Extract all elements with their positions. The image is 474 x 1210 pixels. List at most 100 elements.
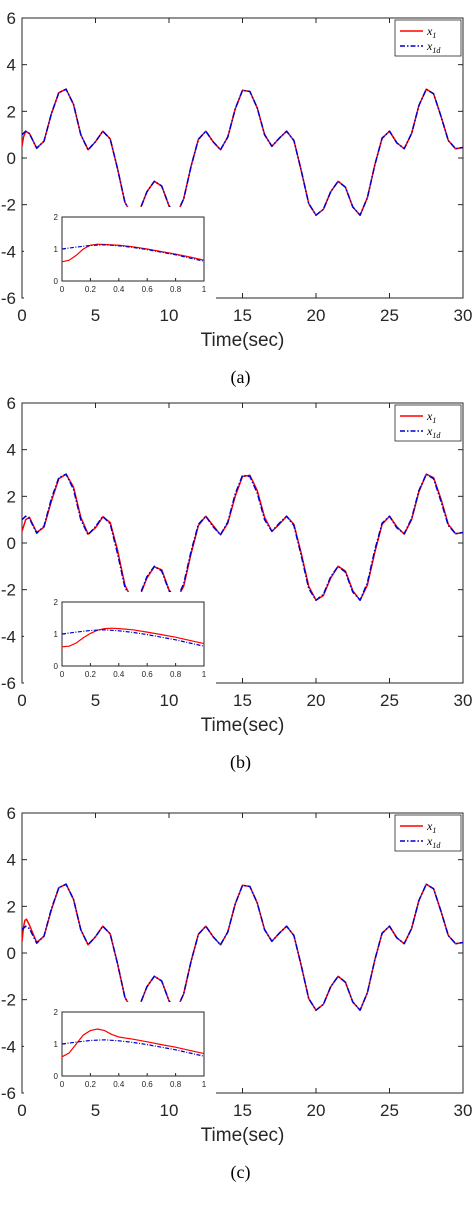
series-line-x1d	[21, 473, 464, 601]
x-tick-label: 0	[17, 691, 26, 710]
x-tick-label: 5	[91, 691, 100, 710]
x-tick-label: 30	[454, 306, 473, 325]
inset-x-tick-label: 0.8	[170, 1080, 182, 1089]
x-tick-label: 30	[454, 691, 473, 710]
legend-label-x1d: x1d	[426, 834, 441, 850]
x-tick-label: 0	[17, 1101, 26, 1120]
x-tick-label: 25	[380, 691, 399, 710]
x-tick-label: 5	[91, 306, 100, 325]
legend-label-subscript: 1	[432, 31, 436, 40]
legend-label-subscript: 1d	[432, 46, 441, 55]
series-line-x1	[21, 883, 464, 1011]
series-line-x1	[21, 88, 464, 216]
y-tick-label: 2	[7, 102, 16, 121]
inset-x-tick-label: 0.8	[170, 670, 182, 679]
x-tick-label: 0	[17, 306, 26, 325]
y-tick-label: 4	[7, 441, 16, 460]
y-tick-label: -2	[1, 581, 16, 600]
legend-label-x1: x1	[426, 409, 436, 425]
legend-label-main: x	[426, 39, 433, 53]
panel-caption: (b)	[230, 752, 251, 773]
panel-caption: (a)	[231, 367, 251, 388]
inset-chart: 0 1 2 0 0.2 0.4 0.6 0.8 1	[24, 1002, 216, 1098]
legend-label-main: x	[426, 819, 433, 833]
series-line-x1d	[21, 88, 464, 216]
x-tick-label: 20	[307, 306, 326, 325]
x-tick-label: 15	[233, 1101, 252, 1120]
inset-y-tick-label: 2	[54, 1008, 59, 1017]
y-tick-label: 2	[7, 487, 16, 506]
y-tick-label: 4	[7, 56, 16, 75]
x-tick-label: 15	[233, 306, 252, 325]
legend-box	[394, 404, 462, 442]
inset-y-tick-label: 1	[54, 630, 59, 639]
legend-label-main: x	[426, 834, 433, 848]
legend-label-subscript: 1	[432, 416, 436, 425]
legend-box	[394, 19, 462, 57]
y-tick-label: -6	[1, 1084, 16, 1103]
x-axis-label: Time(sec)	[201, 330, 285, 351]
inset-y-tick-label: 1	[54, 245, 59, 254]
x-tick-label: 25	[380, 1101, 399, 1120]
x-tick-label: 25	[380, 306, 399, 325]
legend-label-x1d: x1d	[426, 424, 441, 440]
inset-background	[24, 207, 216, 303]
legend-label-x1: x1	[426, 819, 436, 835]
x-axis-label: Time(sec)	[201, 1125, 285, 1146]
x-tick-label: 20	[307, 691, 326, 710]
inset-x-tick-label: 0	[60, 670, 65, 679]
inset-y-tick-label: 2	[54, 213, 59, 222]
legend-label-subscript: 1	[432, 826, 436, 835]
legend-label-subscript: 1d	[432, 841, 441, 850]
series-line-x1	[21, 473, 464, 601]
inset-background	[24, 592, 216, 688]
x-tick-label: 10	[160, 1101, 179, 1120]
inset-x-tick-label: 0	[60, 1080, 65, 1089]
x-tick-label: 10	[160, 691, 179, 710]
inset-series-line-x1	[61, 627, 205, 648]
inset-x-tick-label: 0.4	[113, 670, 125, 679]
inset-y-tick-label: 0	[54, 277, 59, 286]
x-tick-label: 30	[454, 1101, 473, 1120]
y-tick-label: 4	[7, 851, 16, 870]
y-tick-label: -2	[1, 196, 16, 215]
inset-x-tick-label: 0.2	[85, 285, 97, 294]
x-tick-label: 10	[160, 306, 179, 325]
inset-x-tick-label: 1	[202, 1080, 207, 1089]
inset-chart: 0 1 2 0 0.2 0.4 0.6 0.8 1	[24, 207, 216, 303]
legend-label-subscript: 1d	[432, 431, 441, 440]
y-tick-label: -6	[1, 674, 16, 693]
inset-x-tick-label: 0	[60, 285, 65, 294]
x-tick-label: 15	[233, 691, 252, 710]
inset-series-line-x1	[61, 1028, 205, 1058]
inset-x-tick-label: 0.4	[113, 1080, 125, 1089]
y-tick-label: -4	[1, 627, 16, 646]
inset-y-tick-label: 0	[54, 1072, 59, 1081]
y-tick-label: -2	[1, 991, 16, 1010]
y-tick-label: 0	[7, 944, 16, 963]
inset-y-tick-label: 2	[54, 598, 59, 607]
legend-label-main: x	[426, 424, 433, 438]
y-tick-label: 0	[7, 149, 16, 168]
legend-label-main: x	[426, 24, 433, 38]
inset-y-tick-label: 0	[54, 662, 59, 671]
panel-caption: (c)	[231, 1162, 251, 1183]
inset-y-tick-label: 1	[54, 1040, 59, 1049]
inset-x-tick-label: 0.2	[85, 1080, 97, 1089]
inset-x-tick-label: 0.6	[142, 1080, 154, 1089]
x-tick-label: 20	[307, 1101, 326, 1120]
legend-label-x1d: x1d	[426, 39, 441, 55]
y-tick-label: -4	[1, 242, 16, 261]
inset-x-tick-label: 1	[202, 285, 207, 294]
inset-x-tick-label: 0.2	[85, 670, 97, 679]
x-axis-label: Time(sec)	[201, 715, 285, 736]
inset-x-tick-label: 1	[202, 670, 207, 679]
inset-x-tick-label: 0.6	[142, 285, 154, 294]
inset-background	[24, 1002, 216, 1098]
legend-label-x1: x1	[426, 24, 436, 40]
y-tick-label: -6	[1, 289, 16, 308]
